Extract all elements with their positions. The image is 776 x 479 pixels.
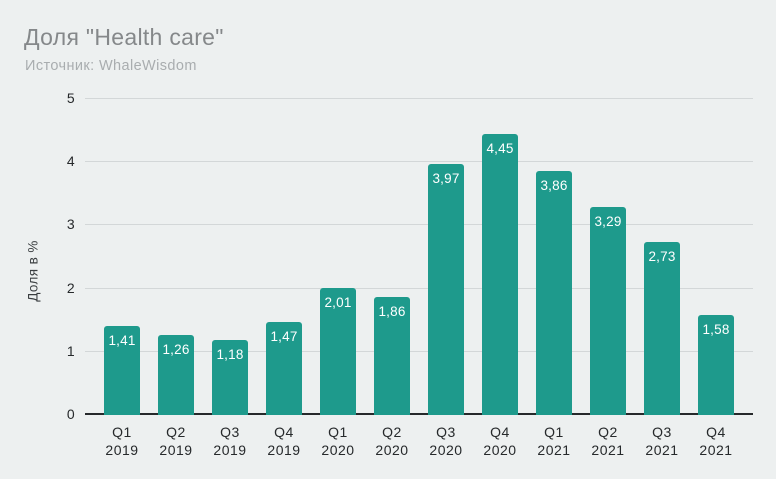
x-tick-label: Q1 2020 [321,423,354,459]
bar-value-label: 1,86 [378,304,406,320]
y-gridline: 3 [67,216,753,232]
x-tick-label: Q2 2019 [159,423,192,459]
x-tick-label-line: 2021 [591,442,625,458]
bar-band: 1,47 Q4 2019 [257,99,311,458]
bar-value-label: 2,01 [324,294,352,310]
y-tick-label: 0 [66,406,75,422]
x-tick-label-line: 2020 [483,442,517,458]
x-tick-label-line: 2021 [645,442,679,458]
x-tick-label-line: 2021 [699,442,733,458]
bar: 1,26 [158,335,194,415]
x-tick-label: Q2 2021 [591,423,624,459]
bar-value-label: 2,73 [648,249,676,265]
x-tick-label-line: Q3 [220,424,240,440]
bar: 1,18 [212,340,248,415]
y-gridline: 2 [67,280,753,296]
bar-value-label: 1,18 [216,347,244,363]
y-tick-label: 2 [66,279,75,296]
y-tick-label: 4 [66,153,75,170]
x-tick-label-line: 2020 [375,442,409,458]
x-tick-label: Q3 2019 [213,423,246,459]
x-tick-label-line: 2020 [429,442,463,458]
y-gridline: 1 [67,343,753,359]
bars-layer: 1,41 Q1 2019 1,26 Q2 2019 1,18 Q3 2019 1,47 Q4 2019… [85,99,753,458]
x-tick-label-line: 2019 [267,442,301,458]
bar: 2,73 [644,242,680,415]
x-tick-label-line: 2019 [105,442,139,458]
x-tick-label: Q2 2020 [375,423,408,459]
chart-source: Источник: WhaleWisdom [25,58,197,74]
x-tick-label-line: Q1 [112,424,132,440]
bar: 1,86 [374,297,410,415]
bar-value-label: 1,47 [270,329,298,345]
gridlines-layer: 0 1 2 3 4 5 [67,90,753,422]
y-gridline: 4 [67,153,753,169]
bar-value-label: 1,26 [162,342,190,358]
x-tick-label: Q3 2020 [429,423,462,459]
chart-title: Доля "Health care" [24,24,224,50]
bar-band: 1,41 Q1 2019 [95,99,149,458]
x-tick-label-line: Q3 [436,424,456,440]
y-tick-label: 3 [66,216,75,233]
bar-band: 2,01 Q1 2020 [311,99,365,458]
y-axis-label: Доля в % [25,240,41,302]
bar-value-label: 1,58 [702,322,730,338]
x-tick-label: Q1 2021 [537,423,570,459]
bar: 3,29 [590,207,626,415]
x-tick-label-line: Q4 [706,424,726,440]
bar-value-label: 3,97 [432,171,460,187]
bar-band: 3,29 Q2 2021 [581,99,635,458]
bar: 3,86 [536,171,572,415]
bar: 1,41 [104,325,140,415]
bar-band: 4,45 Q4 2020 [473,99,527,458]
x-tick-label: Q3 2021 [645,423,678,459]
x-axis-line: 0 [67,406,753,422]
bar: 2,01 [320,287,356,415]
bar-band: 3,97 Q3 2020 [419,99,473,458]
x-tick-label-line: Q1 [544,424,564,440]
bar-value-label: 3,86 [540,178,568,194]
bar: 3,97 [428,164,464,415]
x-tick-label-line: Q4 [490,424,510,440]
bar-band: 1,26 Q2 2019 [149,99,203,458]
bar-band: 2,73 Q3 2021 [635,99,689,458]
bar-band: 3,86 Q1 2021 [527,99,581,458]
x-tick-label-line: Q2 [166,424,186,440]
x-tick-label-line: Q1 [328,424,348,440]
x-tick-label-line: 2020 [321,442,355,458]
x-tick-label-line: Q2 [382,424,402,440]
x-tick-label: Q4 2020 [483,423,516,459]
x-tick-label-line: Q2 [598,424,618,440]
bar-band: 1,58 Q4 2021 [689,99,743,458]
bar-band: 1,18 Q3 2019 [203,99,257,458]
bar: 1,58 [698,315,734,415]
y-tick-label: 5 [66,90,75,106]
x-tick-label-line: 2019 [159,442,193,458]
bar-value-label: 4,45 [486,140,514,156]
x-tick-label-line: 2021 [537,442,571,458]
x-tick-label-line: Q3 [652,424,672,440]
x-tick-label-line: Q4 [274,424,294,440]
bar-value-label: 1,41 [108,332,136,348]
bar: 4,45 [482,133,518,415]
x-tick-label: Q4 2021 [699,423,732,459]
bar: 1,47 [266,322,302,415]
x-tick-label: Q4 2019 [267,423,300,459]
bar-band: 1,86 Q2 2020 [365,99,419,458]
x-tick-label: Q1 2019 [105,423,138,459]
y-gridline: 5 [67,90,753,106]
x-tick-label-line: 2019 [213,442,247,458]
y-tick-label: 1 [66,342,75,359]
bar-value-label: 3,29 [594,214,622,230]
